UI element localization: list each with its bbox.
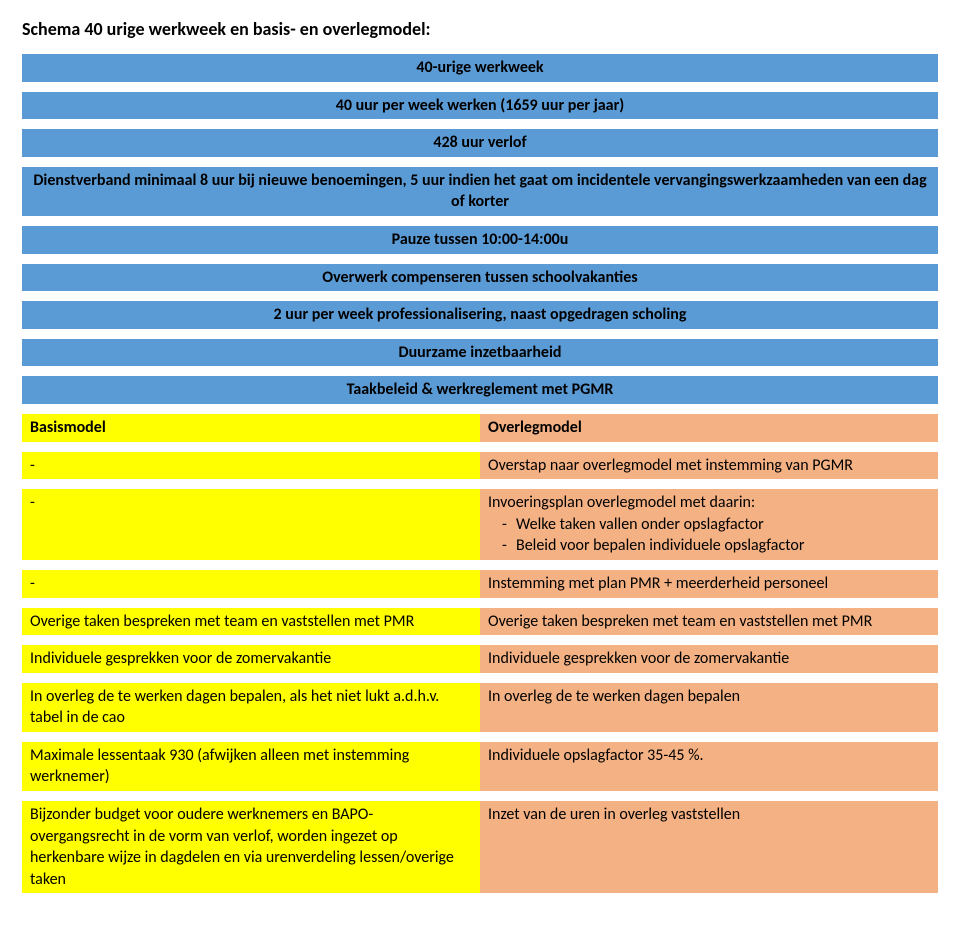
overleg-cell-text: Instemming met plan PMR + meerderheid pe… [488,574,828,593]
basis-cell: Maximale lessentaak 930 (afwijken alleen… [22,742,480,791]
basis-cell: - [22,452,480,480]
basis-cell: In overleg de te werken dagen bepalen, a… [22,683,480,732]
full-row: 40 uur per week werken (1659 uur per jaa… [22,92,938,120]
overleg-cell: Instemming met plan PMR + meerderheid pe… [480,570,938,598]
overleg-cell-text: In overleg de te werken dagen bepalen [488,687,740,706]
full-row: Taakbeleid & werkreglement met PGMR [22,376,938,404]
overleg-cell-text: Individuele gesprekken voor de zomervaka… [488,649,789,668]
basis-cell: - [22,570,480,598]
full-row: Dienstverband minimaal 8 uur bij nieuwe … [22,167,938,216]
overleg-cell: Overige taken bespreken met team en vast… [480,608,938,636]
overleg-cell-text: Invoeringsplan overlegmodel met daarin: [488,493,755,512]
overleg-cell-text: Inzet van de uren in overleg vaststellen [488,805,740,824]
overleg-cell: Invoeringsplan overlegmodel met daarin: W… [480,489,938,560]
page-title: Schema 40 urige werkweek en basis- en ov… [22,18,938,40]
schema-table: 40-urige werkweek 40 uur per week werken … [22,54,938,903]
basismodel-header: Basismodel [22,414,480,442]
overleg-cell-text: Overige taken bespreken met team en vast… [488,612,872,631]
basis-cell: - [22,489,480,560]
overleg-cell: In overleg de te werken dagen bepalen [480,683,938,732]
full-row: Overwerk compenseren tussen schoolvakant… [22,264,938,292]
full-row: Pauze tussen 10:00-14:00u [22,226,938,254]
basis-cell: Individuele gesprekken voor de zomervaka… [22,645,480,673]
full-row: Duurzame inzetbaarheid [22,339,938,367]
overlegmodel-header: Overlegmodel [480,414,938,442]
full-row: 428 uur verlof [22,129,938,157]
overleg-cell: Overstap naar overlegmodel met instemmin… [480,452,938,480]
overleg-sublist: Welke taken vallen onder opslagfactorBel… [488,514,930,557]
overleg-sublist-item: Beleid voor bepalen individuele opslagfa… [516,535,930,557]
basis-cell: Bijzonder budget voor oudere werknemers … [22,801,480,893]
basis-cell: Overige taken bespreken met team en vast… [22,608,480,636]
overleg-cell: Individuele gesprekken voor de zomervaka… [480,645,938,673]
full-row: 2 uur per week professionalisering, naas… [22,301,938,329]
overleg-cell-text: Individuele opslagfactor 35-45 %. [488,746,704,765]
overleg-cell-text: Overstap naar overlegmodel met instemmin… [488,456,853,475]
overleg-cell: Inzet van de uren in overleg vaststellen [480,801,938,893]
full-row: 40-urige werkweek [22,54,938,82]
overleg-sublist-item: Welke taken vallen onder opslagfactor [516,514,930,536]
overleg-cell: Individuele opslagfactor 35-45 %. [480,742,938,791]
